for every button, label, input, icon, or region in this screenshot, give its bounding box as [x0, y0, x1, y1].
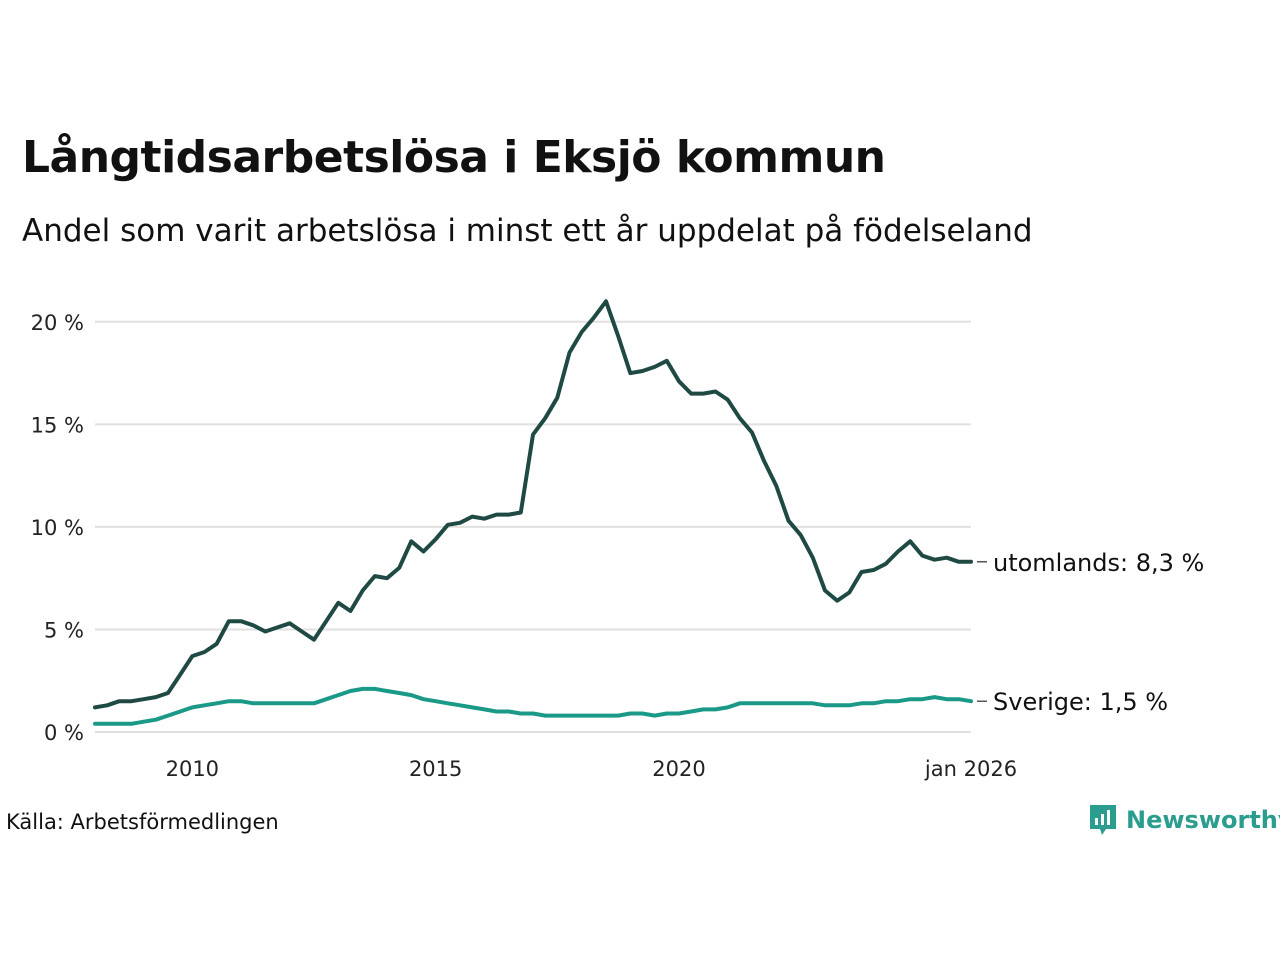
series-line-utomlands [93, 299, 973, 710]
x-tick-label: 2010 [166, 757, 219, 781]
line-chart: 0 %5 %10 %15 %20 % 2010 2015 2020 jan 2026 … [31, 299, 1204, 781]
newsworthy-logo: Newsworthy [1088, 803, 1280, 837]
end-labels: utomlands: 8,3 % Sverige: 1,5 % [977, 549, 1204, 716]
series-line-sverige [93, 686, 973, 726]
newsworthy-logo-text: Newsworthy [1126, 806, 1280, 834]
x-tick-label: 2020 [652, 757, 705, 781]
end-label-utomlands: utomlands: 8,3 % [993, 549, 1204, 577]
x-axis-ticks: 2010 2015 2020 jan 2026 [166, 757, 1017, 781]
source-note: Källa: Arbetsförmedlingen [6, 810, 279, 834]
series-lines [93, 299, 973, 726]
x-tick-label: jan 2026 [924, 757, 1017, 781]
chart-title: Långtidsarbetslösa i Eksjö kommun [22, 132, 886, 183]
x-tick-label: 2015 [409, 757, 462, 781]
chart-subtitle: Andel som varit arbetslösa i minst ett å… [22, 213, 1033, 249]
y-tick-label: 20 % [31, 311, 84, 335]
gridlines [95, 320, 971, 733]
end-label-sverige: Sverige: 1,5 % [993, 688, 1168, 716]
y-tick-label: 5 % [44, 618, 84, 642]
newsworthy-logo-icon [1090, 805, 1116, 835]
y-tick-label: 10 % [31, 516, 84, 540]
y-tick-label: 0 % [44, 721, 84, 745]
y-tick-label: 15 % [31, 413, 84, 437]
y-axis-ticks: 0 % 5 % 10 % 15 % 20 % [31, 311, 84, 745]
